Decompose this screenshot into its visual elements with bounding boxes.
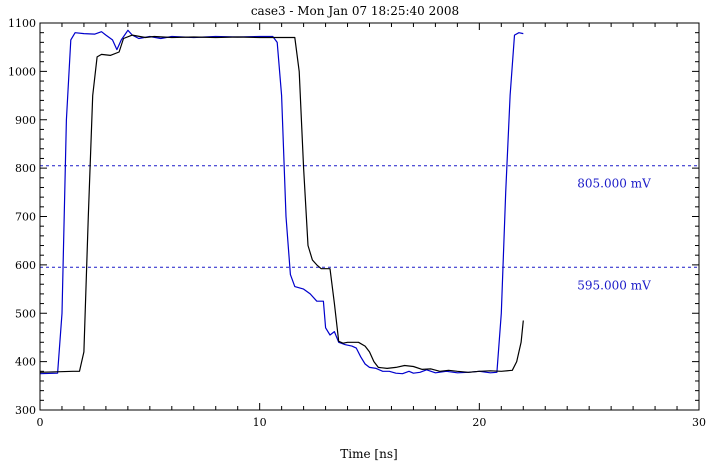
- series-line-1: [40, 34, 524, 373]
- y-tick-label: 900: [15, 114, 36, 127]
- threshold-lines: 805.000 mV 595.000 mV: [40, 165, 699, 292]
- y-tick-label: 400: [15, 356, 36, 369]
- x-axis-label: Time [ns]: [340, 447, 397, 461]
- y-tick-label: 1000: [8, 65, 36, 78]
- chart-title: case3 - Mon Jan 07 18:25:40 2008: [251, 4, 459, 18]
- y-tick-label: 300: [15, 404, 36, 417]
- x-tick-label: 0: [37, 416, 44, 429]
- x-tick-label: 20: [472, 416, 486, 429]
- series-layer: [40, 29, 524, 375]
- axes: 300 400 500 600 700 800 900 1000 1100 0 10 20 30: [8, 17, 706, 429]
- y-tick-label: 800: [15, 162, 36, 175]
- x-tick-label: 10: [253, 416, 267, 429]
- y-tick-label: 500: [15, 307, 36, 320]
- series-line-0: [40, 29, 524, 375]
- y-tick-label: 700: [15, 211, 36, 224]
- threshold-label-0: 805.000 mV: [577, 177, 651, 191]
- threshold-label-1: 595.000 mV: [577, 278, 651, 292]
- y-tick-label: 1100: [8, 17, 36, 30]
- x-tick-label: 30: [692, 416, 706, 429]
- y-tick-label: 600: [15, 259, 36, 272]
